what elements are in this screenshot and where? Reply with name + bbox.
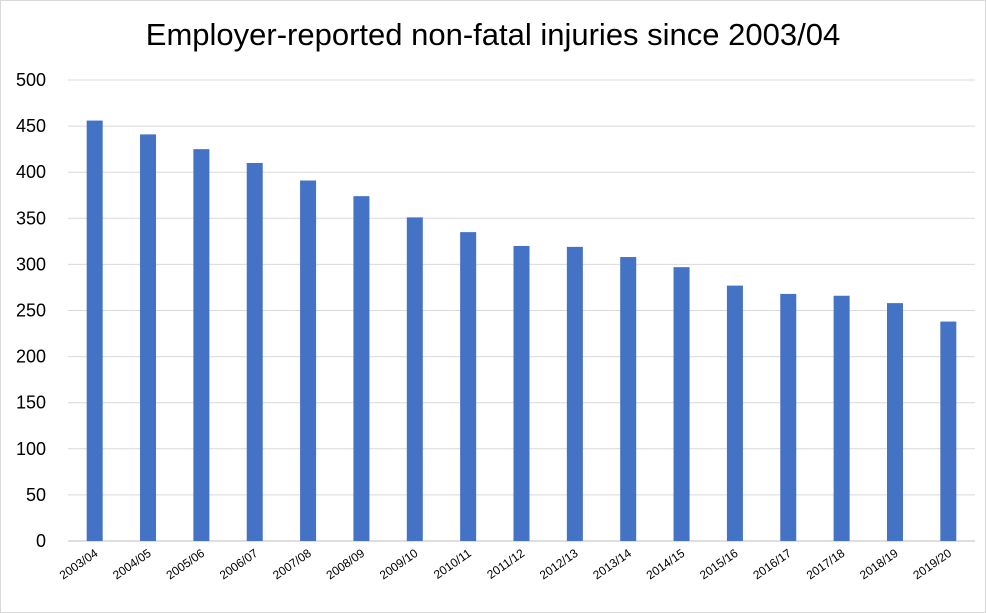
bar-2016-17	[780, 293, 797, 541]
bar-2003-04	[86, 120, 103, 542]
bar-2014-15	[673, 267, 690, 541]
x-tick-label: 2016/17	[750, 546, 794, 583]
x-tick-label: 2014/15	[644, 546, 688, 583]
y-tick-label: 300	[16, 254, 46, 274]
bar-2013-14	[620, 257, 637, 541]
x-tick-label: 2017/18	[804, 546, 848, 583]
bar-2019-20	[940, 321, 957, 541]
y-tick-label: 200	[16, 347, 46, 367]
bar-2018-19	[886, 303, 903, 541]
x-tick-label: 2011/12	[484, 546, 527, 582]
x-tick-label: 2013/14	[590, 546, 634, 583]
y-tick-label: 250	[16, 301, 46, 321]
y-tick-label: 400	[16, 162, 46, 182]
x-tick-label: 2005/06	[164, 546, 208, 583]
x-tick-label: 2003/04	[57, 546, 101, 583]
bar-2005-06	[193, 149, 210, 541]
bar-2009-10	[406, 217, 423, 542]
x-tick-label: 2004/05	[110, 546, 154, 583]
y-tick-label: 0	[36, 531, 46, 551]
x-tick-label: 2006/07	[217, 546, 261, 583]
x-tick-label: 2010/11	[431, 546, 474, 582]
x-tick-label: 2009/10	[377, 546, 421, 583]
y-tick-label: 500	[16, 70, 46, 90]
y-axis-ticks: 0 50 100 150 200 250 300 350 400 450 500	[16, 70, 46, 551]
bar-2012-13	[566, 246, 583, 541]
x-tick-label: 2018/19	[857, 546, 901, 583]
y-tick-label: 100	[16, 439, 46, 459]
bar-2011-12	[513, 245, 530, 541]
x-tick-label: 2008/09	[324, 546, 368, 583]
x-tick-label: 2015/16	[697, 546, 741, 583]
bar-2017-18	[833, 295, 850, 541]
y-tick-label: 50	[26, 485, 46, 505]
x-axis-ticks: 2003/04 2004/05 2005/06 2006/07 2007/08 2008/…	[57, 546, 954, 583]
bar-2010-11	[460, 232, 477, 541]
y-tick-label: 350	[16, 208, 46, 228]
y-tick-label: 450	[16, 116, 46, 136]
bar-2015-16	[726, 285, 743, 541]
bar-2006-07	[246, 162, 263, 542]
x-tick-label: 2019/20	[910, 546, 954, 583]
x-tick-label: 2007/08	[270, 546, 314, 583]
bar-2004-05	[140, 134, 157, 541]
bar-2007-08	[300, 180, 317, 542]
bars	[86, 120, 957, 542]
chart-title: Employer-reported non-fatal injuries sin…	[145, 17, 841, 52]
bar-2008-09	[353, 196, 370, 541]
x-tick-label: 2012/13	[537, 546, 581, 583]
y-tick-label: 150	[16, 393, 46, 413]
